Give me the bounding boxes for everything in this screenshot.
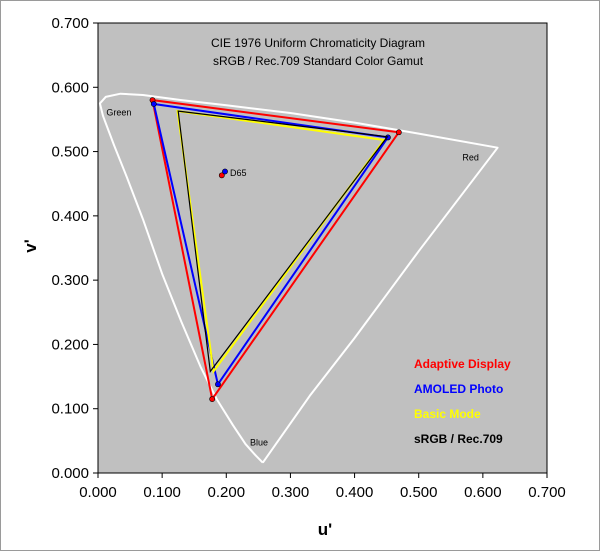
y-tick-label-4: 0.400 bbox=[51, 208, 89, 225]
legend-item-basic-mode: Basic Mode bbox=[414, 407, 481, 421]
gamut-triangle-amoled-photo bbox=[152, 102, 390, 387]
plot-area bbox=[97, 22, 548, 474]
x-tick-label-5: 0.500 bbox=[400, 484, 438, 501]
legend-item-adaptive-display: Adaptive Display bbox=[414, 357, 511, 371]
x-tick-label-1: 0.100 bbox=[143, 484, 181, 501]
x-axis-title: u' bbox=[318, 520, 332, 539]
legend-item-srgb-rec-709: sRGB / Rec.709 bbox=[414, 432, 503, 446]
y-tick-label-2: 0.200 bbox=[51, 336, 89, 353]
region-label-red: Red bbox=[462, 153, 479, 163]
x-tick-label-2: 0.200 bbox=[208, 484, 246, 501]
chart-subtitle: sRGB / Rec.709 Standard Color Gamut bbox=[213, 54, 424, 68]
gamut-triangle-adaptive-display bbox=[151, 98, 401, 402]
x-tick-label-6: 0.600 bbox=[464, 484, 502, 501]
spectral-locus-layer: Green Red Blue bbox=[98, 92, 499, 464]
chart-text-layer: CIE 1976 Uniform Chromaticity Diagram sR… bbox=[21, 36, 425, 539]
x-tick-label-7: 0.700 bbox=[528, 484, 566, 501]
y-tick-label-7: 0.700 bbox=[51, 15, 89, 32]
white-point-amoled-photo bbox=[222, 168, 228, 175]
legend-item-amoled-photo: AMOLED Photo bbox=[414, 382, 503, 396]
y-axis-title: v' bbox=[21, 239, 40, 253]
chart-title: CIE 1976 Uniform Chromaticity Diagram bbox=[211, 36, 425, 50]
spectral-locus-line bbox=[98, 92, 499, 464]
region-label-blue: Blue bbox=[250, 437, 268, 447]
x-tick-label-3: 0.300 bbox=[272, 484, 310, 501]
gamut-triangle-srgb-rec-709 bbox=[177, 110, 389, 373]
x-tick-label-0: 0.000 bbox=[79, 484, 117, 501]
gamut-series-layer: D65 bbox=[149, 97, 402, 402]
legend: Adaptive Display AMOLED Photo Basic Mode sR… bbox=[414, 357, 511, 446]
axes-layer: 0.000 0.100 0.200 0.300 0.400 0.500 0.600 0.700… bbox=[51, 15, 565, 501]
primary-point-adaptive-display-2 bbox=[209, 396, 216, 402]
primary-point-adaptive-display-0 bbox=[395, 129, 402, 136]
annotation-d65: D65 bbox=[230, 168, 247, 178]
primary-point-amoled-photo-2 bbox=[215, 381, 221, 388]
region-label-green: Green bbox=[106, 108, 131, 118]
y-tick-label-1: 0.100 bbox=[51, 401, 89, 418]
gamut-triangle-basic-mode bbox=[176, 109, 386, 374]
y-tick-label-5: 0.500 bbox=[51, 144, 89, 161]
y-tick-label-0: 0.000 bbox=[51, 465, 89, 482]
y-tick-label-6: 0.600 bbox=[51, 79, 89, 96]
x-tick-label-4: 0.400 bbox=[336, 484, 374, 501]
primary-point-amoled-photo-1 bbox=[150, 101, 157, 107]
white-point-adaptive-display bbox=[218, 172, 225, 179]
y-tick-label-3: 0.300 bbox=[51, 272, 89, 289]
